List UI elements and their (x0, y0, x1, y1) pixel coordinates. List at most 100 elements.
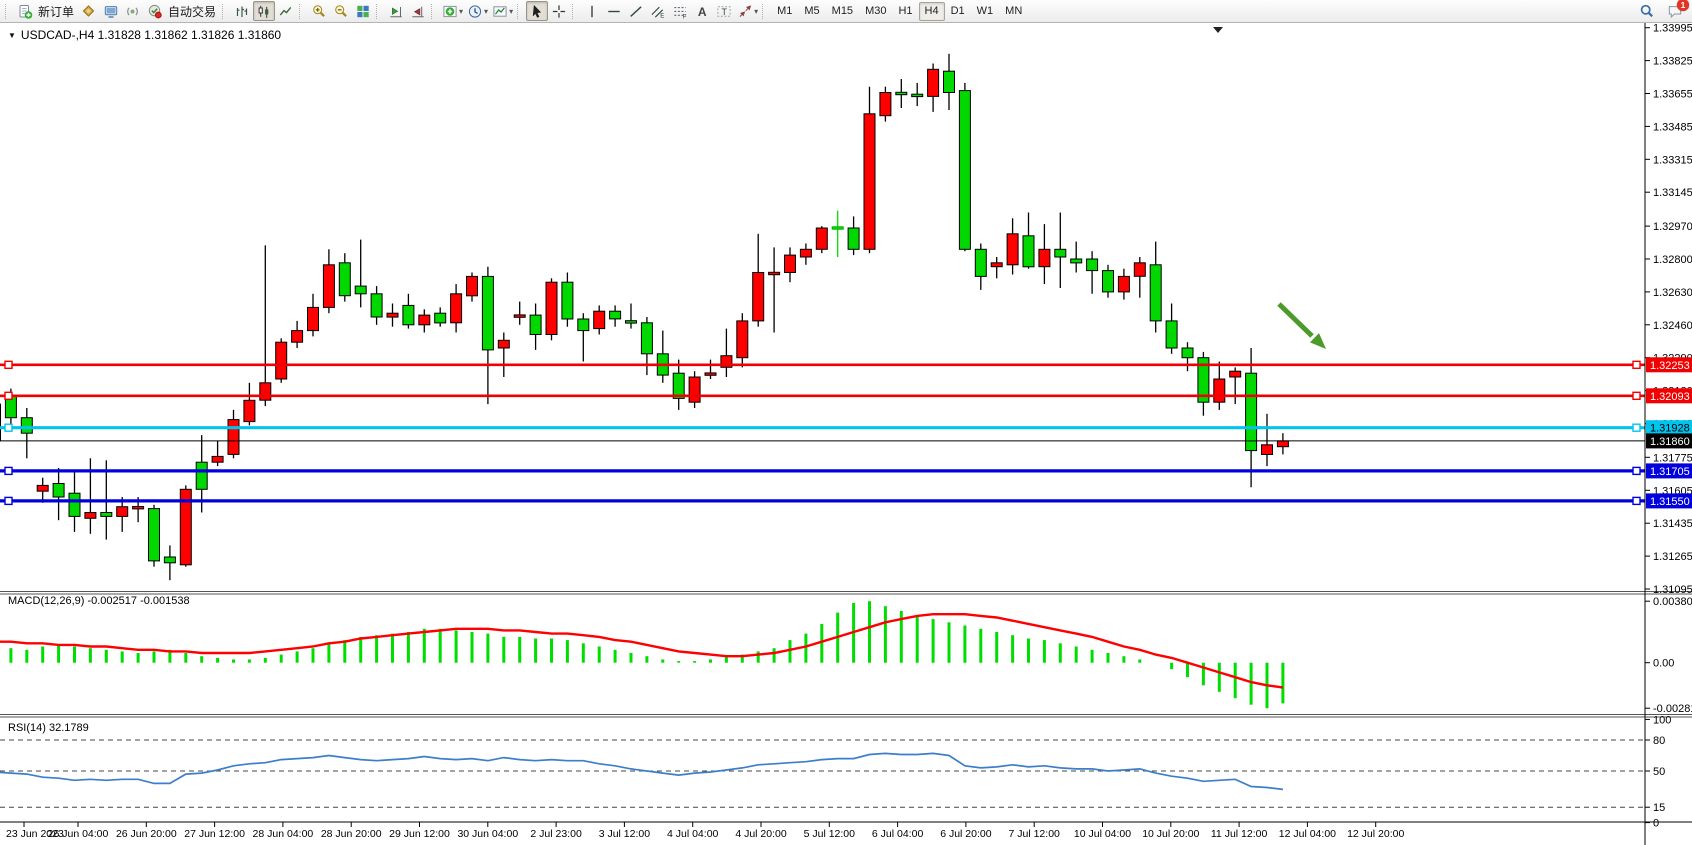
chart-shift-marker[interactable] (1213, 27, 1223, 33)
chart-candles-button[interactable] (253, 1, 276, 21)
line-handle[interactable] (4, 423, 13, 432)
text-label-button[interactable]: T (713, 1, 735, 21)
svg-text:1.33825: 1.33825 (1653, 56, 1692, 68)
chat-button[interactable]: 1 (1664, 0, 1689, 21)
hline-object-1.31928[interactable] (0, 423, 1645, 432)
price-badge-1.31550: 1.31550 (1646, 493, 1692, 509)
svg-text:1.32800: 1.32800 (1653, 254, 1692, 266)
arrows-button[interactable]: ▾ (735, 1, 760, 21)
line-handle[interactable] (1632, 496, 1641, 506)
svg-text:6 Jul 20:00: 6 Jul 20:00 (940, 828, 992, 840)
timeframe-button-M30[interactable]: M30 (865, 5, 887, 17)
hline-object-1.31550[interactable] (0, 496, 1645, 506)
svg-text:0.00: 0.00 (1653, 658, 1674, 670)
svg-text:4 Jul 20:00: 4 Jul 20:00 (735, 828, 787, 840)
autotrading-icon (148, 4, 162, 18)
svg-text:12 Jul 20:00: 12 Jul 20:00 (1347, 828, 1404, 840)
line-handle[interactable] (4, 360, 13, 369)
line-handle[interactable] (1632, 466, 1641, 476)
svg-text:4 Jul 04:00: 4 Jul 04:00 (667, 828, 719, 840)
line-handle[interactable] (1632, 391, 1641, 400)
svg-text:0: 0 (1653, 818, 1659, 830)
chart-shift-button[interactable] (407, 1, 429, 21)
toolbar-grip (517, 3, 522, 19)
ohlc-collapse-icon[interactable]: ▼ (8, 30, 16, 40)
line-handle[interactable] (1632, 360, 1641, 369)
chevron-down-icon: ▾ (459, 6, 464, 16)
trendline-button[interactable] (625, 1, 647, 21)
svg-text:1.31550: 1.31550 (1650, 496, 1690, 508)
timeframe-button-M1[interactable]: M1 (777, 5, 793, 17)
templates-icon (493, 5, 507, 17)
search-button[interactable] (1636, 1, 1658, 21)
periods-button[interactable]: ▾ (465, 1, 490, 21)
svg-text:A: A (698, 4, 707, 18)
timeframe-button-D1[interactable]: D1 (950, 5, 965, 17)
horizontal-line-button[interactable] (603, 1, 625, 21)
text-button[interactable]: A (691, 1, 713, 21)
chart-canvas[interactable]: MACD(12,26,9) -0.002517 -0.001538 RSI(14)… (0, 23, 1692, 845)
profiles-button[interactable] (78, 1, 100, 21)
crosshair-button[interactable] (548, 1, 570, 21)
macd-signal-line (0, 613, 1284, 689)
indicators-button[interactable]: ▾ (440, 1, 465, 21)
tile-windows-icon (357, 5, 369, 17)
svg-text:0.003805: 0.003805 (1653, 596, 1692, 608)
zoom-out-button[interactable] (330, 1, 352, 21)
svg-text:1.31860: 1.31860 (1650, 436, 1690, 448)
line-handle[interactable] (4, 391, 13, 400)
hline-object-1.32253[interactable] (0, 360, 1645, 369)
chart-bars-button[interactable] (231, 1, 253, 21)
indicators-icon (443, 5, 457, 17)
search-icon (1640, 4, 1653, 17)
price-badge-1.31705: 1.31705 (1646, 463, 1692, 479)
timeframe-button-M15[interactable]: M15 (831, 5, 854, 17)
chart-shift-icon (412, 6, 424, 17)
svg-text:28 Jun 20:00: 28 Jun 20:00 (321, 828, 382, 840)
hline-object-1.31705[interactable] (0, 466, 1645, 476)
chart-candles-icon (258, 5, 269, 18)
signals-button[interactable] (122, 1, 144, 21)
autotrading-button[interactable] (144, 1, 166, 21)
tile-windows-button[interactable] (352, 1, 374, 21)
svg-text:1.32253: 1.32253 (1650, 360, 1690, 372)
line-handle[interactable] (4, 466, 13, 476)
cursor-button[interactable] (526, 1, 549, 21)
chart-line-icon (279, 6, 292, 15)
zoom-in-button[interactable] (308, 1, 330, 21)
down-arrow-annotation[interactable] (1277, 302, 1326, 349)
timeframe-button-H1[interactable]: H1 (898, 5, 913, 17)
channel-button[interactable]: E (647, 1, 669, 21)
timeframe-button-W1[interactable]: W1 (976, 5, 994, 17)
new-order-button[interactable] (14, 1, 36, 21)
auto-scroll-button[interactable] (385, 1, 407, 21)
pane-separators[interactable] (0, 23, 1692, 845)
chart-info-line: ▼ USDCAD-,H4 1.31828 1.31862 1.31826 1.3… (8, 28, 281, 42)
text-icon: A (698, 4, 707, 18)
line-handle[interactable] (1632, 423, 1641, 432)
rsi-line (0, 752, 1284, 791)
toolbar: 新订单 自动交易 ▾ ▾ ▾ E F A T ▾ M1 M5 M15 M30 H1 H4 D1 W1 MN 1 (0, 0, 1692, 23)
svg-text:5 Jul 12:00: 5 Jul 12:00 (804, 828, 856, 840)
svg-text:1.31265: 1.31265 (1653, 551, 1692, 563)
new-order-label[interactable]: 新订单 (38, 4, 75, 19)
timeframe-button-MN[interactable]: MN (1005, 5, 1023, 17)
svg-text:3 Jul 12:00: 3 Jul 12:00 (599, 828, 651, 840)
arrows-icon (739, 4, 752, 17)
timeframe-button-H4[interactable]: H4 (918, 1, 945, 21)
chart-line-button[interactable] (275, 1, 297, 21)
line-handle[interactable] (4, 496, 13, 506)
metaeditor-button[interactable] (100, 1, 122, 21)
svg-text:1.33655: 1.33655 (1653, 89, 1692, 101)
chevron-down-icon: ▾ (484, 6, 489, 16)
timeframe-button-M5[interactable]: M5 (804, 5, 820, 17)
rsi-levels (0, 739, 1645, 808)
autotrading-label[interactable]: 自动交易 (168, 4, 217, 19)
templates-button[interactable]: ▾ (490, 1, 515, 21)
hline-object-1.32093[interactable] (0, 391, 1645, 400)
vertical-line-button[interactable] (581, 1, 603, 21)
toolbar-grip (762, 3, 767, 19)
toolbar-grip (222, 3, 227, 19)
fibonacci-button[interactable]: F (669, 1, 691, 21)
